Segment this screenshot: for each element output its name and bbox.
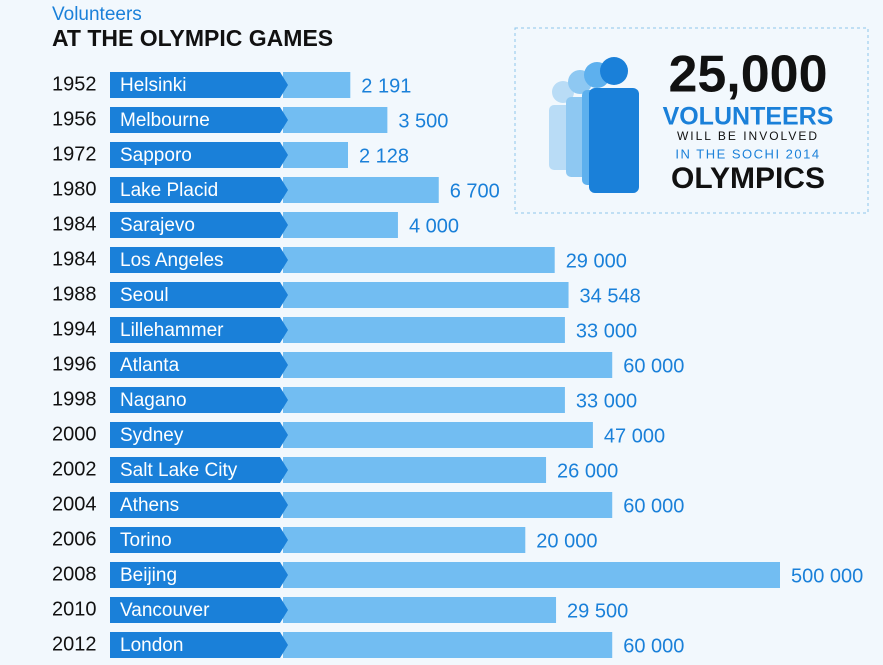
value-label: 60 000: [623, 635, 684, 657]
value-label: 2 191: [361, 75, 411, 97]
category-tab: [110, 107, 288, 133]
category-label: Torino: [120, 530, 172, 551]
big-number: 25,000: [668, 46, 827, 104]
annotation: WILL BE INVOLVED: [677, 129, 819, 143]
annotation: VOLUNTEERS: [663, 103, 834, 131]
bar: [283, 597, 557, 623]
category-tab: [110, 352, 288, 378]
bar: [283, 317, 565, 343]
value-label: 29 000: [566, 250, 627, 272]
value-label: 29 500: [567, 600, 628, 622]
bar: [283, 492, 613, 518]
category-label: Los Angeles: [120, 250, 224, 271]
category-tab: [110, 177, 288, 203]
category-label: Salt Lake City: [120, 460, 238, 481]
year-label: 2000: [52, 423, 97, 445]
bar: [283, 422, 593, 448]
year-label: 1980: [52, 178, 97, 200]
category-label: Sarajevo: [120, 215, 195, 236]
category-tab: [110, 72, 288, 98]
bar: [283, 212, 398, 238]
year-label: 2004: [52, 493, 97, 515]
year-label: 1984: [52, 248, 97, 270]
annotation: IN THE SOCHI 2014: [675, 146, 820, 161]
category-tab: [110, 527, 288, 553]
value-label: 47 000: [604, 425, 665, 447]
value-label: 3 500: [398, 110, 448, 132]
category-tab: [110, 282, 288, 308]
people-icon: [549, 57, 639, 193]
bar: [283, 632, 613, 658]
value-label: 60 000: [623, 355, 684, 377]
year-label: 1994: [52, 318, 97, 340]
category-label: Melbourne: [120, 110, 210, 131]
value-label: 33 000: [576, 320, 637, 342]
value-label: 2 128: [359, 145, 409, 167]
category-tab: [110, 632, 288, 658]
bar: [283, 177, 439, 203]
year-label: 1996: [52, 353, 97, 375]
category-tab: [110, 422, 288, 448]
category-tab: [110, 212, 288, 238]
category-tab: [110, 142, 288, 168]
year-label: 1988: [52, 283, 97, 305]
value-label: 6 700: [450, 180, 500, 202]
chart-title: AT THE OLYMPIC GAMES: [52, 25, 333, 51]
bar: [283, 282, 569, 308]
info-box: [514, 27, 869, 214]
category-label: Atlanta: [120, 355, 180, 376]
category-label: Seoul: [120, 285, 169, 306]
year-label: 2002: [52, 458, 97, 480]
bar: [283, 247, 555, 273]
bar: [283, 142, 348, 168]
bar: [283, 107, 388, 133]
subtitle: Volunteers: [52, 4, 142, 25]
category-label: Vancouver: [120, 600, 210, 621]
year-label: 2008: [52, 563, 97, 585]
value-label: 60 000: [623, 495, 684, 517]
category-label: Lillehammer: [120, 320, 224, 341]
bar: [283, 457, 547, 483]
category-label: Lake Placid: [120, 180, 218, 201]
category-label: Nagano: [120, 390, 187, 411]
category-tab: [110, 457, 288, 483]
year-label: 1952: [52, 73, 97, 95]
category-tab: [110, 562, 288, 588]
bar: [283, 527, 526, 553]
category-tab: [110, 597, 288, 623]
value-label: 500 000: [791, 565, 863, 587]
year-label: 2006: [52, 528, 97, 550]
category-label: Athens: [120, 495, 179, 516]
year-label: 1956: [52, 108, 97, 130]
category-tab: [110, 317, 288, 343]
year-label: 1998: [52, 388, 97, 410]
value-label: 33 000: [576, 390, 637, 412]
category-label: Helsinki: [120, 75, 187, 96]
year-label: 2012: [52, 633, 97, 655]
category-label: Sapporo: [120, 145, 192, 166]
value-label: 34 548: [580, 285, 641, 307]
category-tab: [110, 492, 288, 518]
category-tab: [110, 247, 288, 273]
category-tab: [110, 387, 288, 413]
annotation: OLYMPICS: [671, 162, 825, 195]
year-label: 1972: [52, 143, 97, 165]
year-label: 1984: [52, 213, 97, 235]
value-label: 20 000: [536, 530, 597, 552]
bar: [283, 562, 780, 588]
value-label: 26 000: [557, 460, 618, 482]
category-label: Sydney: [120, 425, 184, 446]
category-label: London: [120, 635, 183, 656]
bar: [283, 352, 613, 378]
bar: [283, 72, 351, 98]
value-label: 4 000: [409, 215, 459, 237]
year-label: 2010: [52, 598, 97, 620]
bar: [283, 387, 565, 413]
category-label: Beijing: [120, 565, 177, 586]
